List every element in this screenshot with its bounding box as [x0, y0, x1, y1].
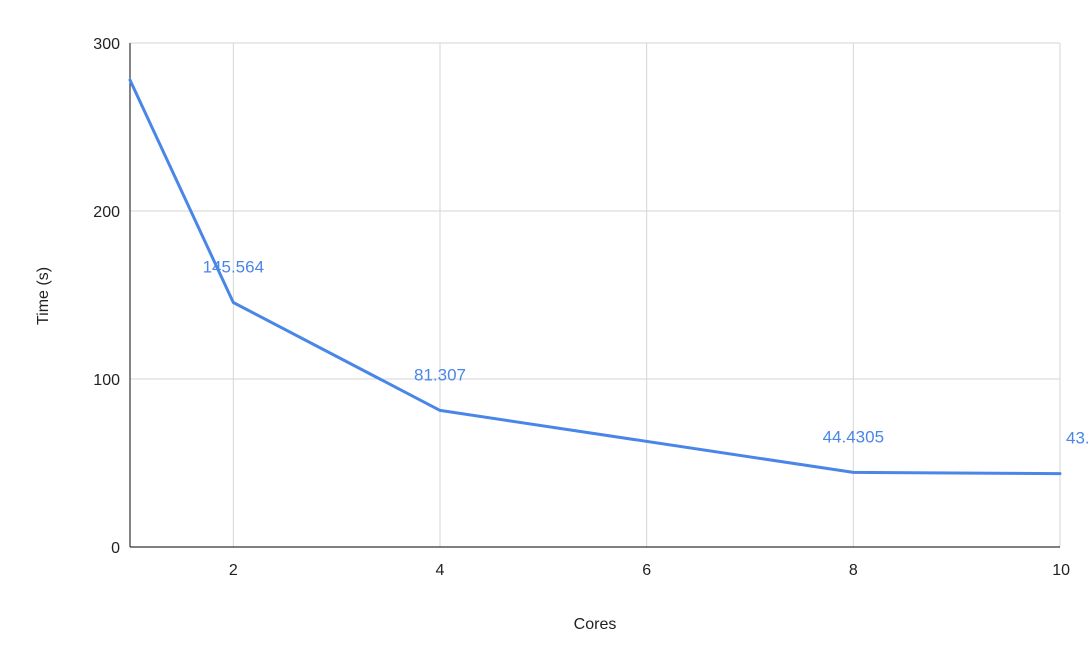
data-labels: 145.564 81.307 44.4305 43.720 — [203, 257, 1088, 447]
x-tick-label: 4 — [436, 562, 445, 579]
data-label: 43.720 — [1066, 429, 1088, 448]
y-tick-label: 300 — [93, 36, 120, 53]
y-tick-label: 200 — [93, 204, 120, 221]
data-label: 81.307 — [414, 365, 466, 384]
series-group — [128, 78, 1062, 476]
grid-lines — [130, 42, 1061, 547]
x-tick-label: 10 — [1052, 562, 1070, 579]
x-tick-label: 2 — [229, 562, 238, 579]
y-tick-label: 0 — [111, 540, 120, 557]
series-line — [128, 78, 1062, 476]
y-tick-label: 100 — [93, 372, 120, 389]
x-tick-label: 6 — [642, 562, 651, 579]
data-label: 44.4305 — [823, 427, 884, 446]
y-axis-ticks: 0 100 200 300 — [93, 36, 120, 557]
x-axis-ticks: 2 4 6 8 10 — [229, 562, 1070, 579]
data-label: 145.564 — [203, 257, 264, 276]
axes — [129, 43, 1060, 548]
x-tick-label: 8 — [849, 562, 858, 579]
y-axis-title: Time (s) — [35, 267, 52, 325]
x-axis-title: Cores — [574, 616, 617, 633]
